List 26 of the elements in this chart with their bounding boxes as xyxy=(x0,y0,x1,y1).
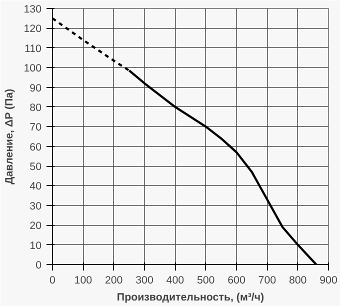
x-tick-label: 800 xyxy=(288,274,307,286)
x-tick-label: 900 xyxy=(320,274,338,286)
y-tick-label: 60 xyxy=(30,141,42,154)
x-tick-label: 400 xyxy=(166,274,184,286)
y-tick-label: 120 xyxy=(24,23,42,36)
y-tick-label: 90 xyxy=(30,82,42,94)
x-tick-label: 100 xyxy=(74,274,92,286)
y-axis-title: Давление, ΔP (Па) xyxy=(4,88,16,184)
y-tick-label: 0 xyxy=(36,260,42,272)
y-tick-label: 50 xyxy=(30,161,42,174)
y-tick-label: 70 xyxy=(30,122,42,134)
y-tick-label: 100 xyxy=(24,62,42,75)
x-tick-label: 500 xyxy=(196,274,215,286)
y-tick-label: 110 xyxy=(24,42,42,55)
y-tick-label: 10 xyxy=(30,240,42,252)
x-axis-title: Производительность, (м³/ч) xyxy=(116,292,265,304)
y-tick-label: 20 xyxy=(30,220,42,232)
x-tick-label: 0 xyxy=(50,274,56,286)
x-tick-label: 700 xyxy=(258,274,276,286)
x-tick-label: 600 xyxy=(228,274,246,286)
y-tick-label: 130 xyxy=(24,4,42,16)
y-tick-label: 80 xyxy=(30,102,42,114)
x-tick-label: 200 xyxy=(104,274,123,286)
x-tick-label: 300 xyxy=(136,274,154,286)
y-tick-label: 40 xyxy=(30,180,42,193)
y-tick-label: 30 xyxy=(30,200,42,212)
